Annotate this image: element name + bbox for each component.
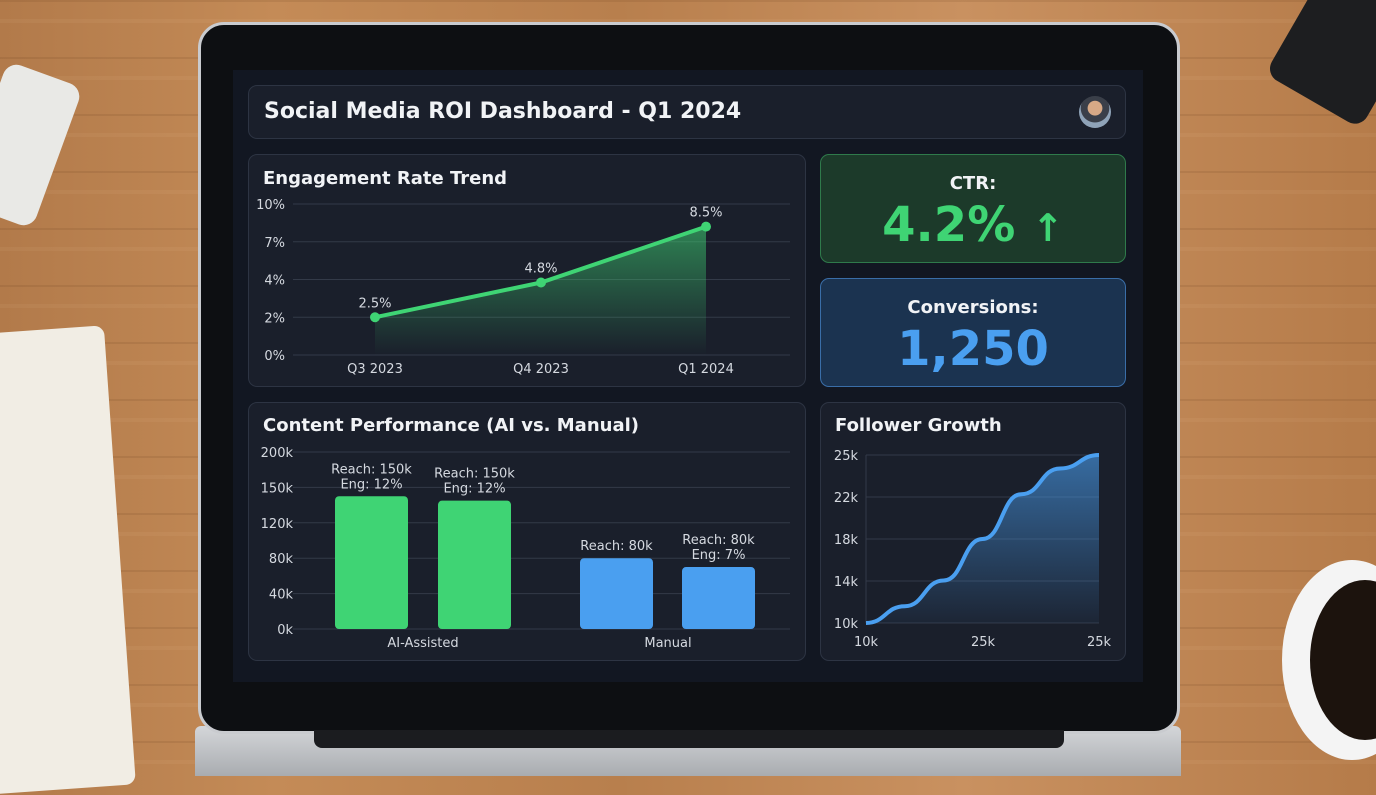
bar-label: Reach: 150k <box>331 462 412 477</box>
y-tick-label: 200k <box>261 446 294 461</box>
data-label: 8.5% <box>689 206 722 221</box>
bar-label: Eng: 12% <box>340 477 402 492</box>
y-tick-label: 4% <box>264 274 285 289</box>
y-tick-label: 10% <box>256 198 285 213</box>
x-tick-label: 10k <box>854 635 879 650</box>
bar <box>335 496 408 629</box>
bar-label: Reach: 80k <box>682 533 755 548</box>
x-group-label: AI-Assisted <box>387 636 458 651</box>
y-tick-label: 150k <box>261 481 294 496</box>
y-tick-label: 7% <box>264 236 285 251</box>
bar-label: Reach: 150k <box>434 467 515 482</box>
page-title: Social Media ROI Dashboard - Q1 2024 <box>264 99 742 124</box>
ctr-label: CTR: <box>949 173 997 194</box>
bar-label: Eng: 7% <box>692 548 746 563</box>
laptop-hinge <box>314 730 1064 748</box>
y-tick-label: 18k <box>834 533 859 548</box>
area-fill <box>375 226 706 355</box>
y-tick-label: 0% <box>264 349 285 364</box>
y-tick-label: 0k <box>277 623 293 638</box>
data-point <box>370 312 380 323</box>
follower-growth-title: Follower Growth <box>835 415 1002 436</box>
header-bar: Social Media ROI Dashboard - Q1 2024 <box>248 85 1126 139</box>
bar-label: Eng: 12% <box>443 482 505 497</box>
data-point <box>536 277 546 288</box>
content-performance-title: Content Performance (AI vs. Manual) <box>263 415 640 436</box>
conversions-card: Conversions: 1,250 <box>820 278 1126 387</box>
y-tick-label: 22k <box>834 491 859 506</box>
x-tick-label: Q4 2023 <box>513 362 569 377</box>
charts-layer: 10% 7% 4% 2% 0% 2.5% Q3 2023 4.8% Q4 2023 8.5% Q1 … <box>256 198 1112 651</box>
x-tick-label: Q3 2023 <box>347 362 403 377</box>
arrow-up-icon: ↑ <box>1032 206 1064 250</box>
y-tick-label: 80k <box>269 552 294 567</box>
bar <box>438 500 511 629</box>
bar <box>682 567 755 629</box>
series-line <box>865 453 1100 625</box>
x-tick-label: 25k <box>1087 635 1112 650</box>
y-tick-label: 14k <box>834 575 859 590</box>
ctr-value: 4.2% <box>882 197 1016 253</box>
conversions-value: 1,250 <box>897 321 1049 377</box>
data-label: 2.5% <box>358 296 391 311</box>
x-tick-label: Q1 2024 <box>678 362 734 377</box>
avatar[interactable] <box>1079 96 1111 128</box>
x-group-label: Manual <box>644 636 691 651</box>
conversions-label: Conversions: <box>907 297 1039 318</box>
y-tick-label: 2% <box>264 311 285 326</box>
y-tick-label: 120k <box>261 517 294 532</box>
y-tick-label: 25k <box>834 449 859 464</box>
data-label: 4.8% <box>524 262 557 277</box>
bar <box>580 558 653 629</box>
y-tick-label: 10k <box>834 617 859 632</box>
data-point <box>701 221 711 232</box>
bar-label: Reach: 80k <box>580 539 653 554</box>
y-tick-label: 40k <box>269 588 294 603</box>
x-tick-label: 25k <box>971 635 996 650</box>
ctr-card: CTR: 4.2% ↑ <box>820 154 1126 263</box>
engagement-title: Engagement Rate Trend <box>263 168 508 189</box>
